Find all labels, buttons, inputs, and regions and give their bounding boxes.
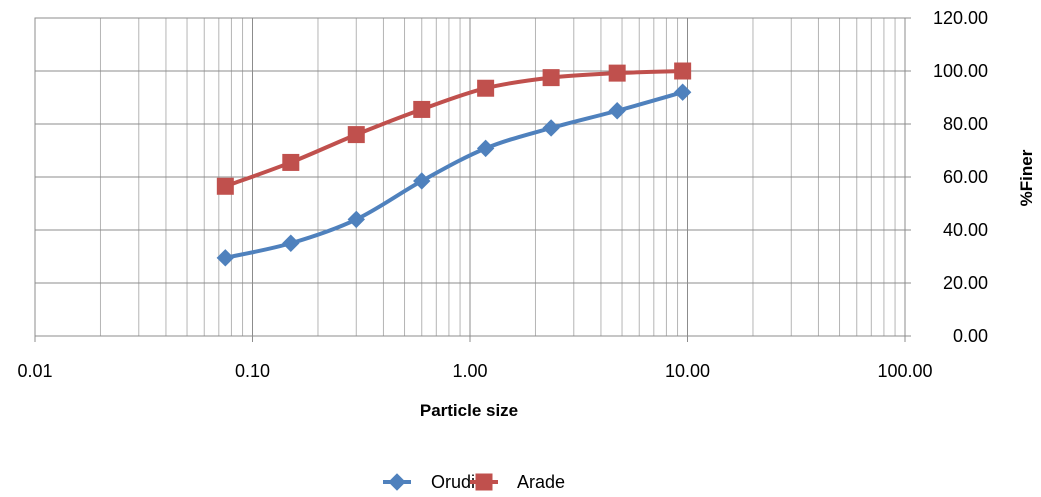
legend-label-orudi: Orudi (431, 472, 475, 492)
arade-data-point (347, 126, 365, 144)
arade-data-point (216, 177, 234, 195)
x-tick-label: 0.01 (17, 361, 52, 381)
y-tick-label: 40.00 (943, 220, 988, 240)
orudi-series (216, 83, 692, 267)
orudi-data-point (542, 119, 560, 137)
orudi-data-point (347, 210, 365, 229)
orudi-data-point (282, 234, 300, 252)
y-axis-title: %Finer (1017, 149, 1036, 206)
x-tick-label: 1.00 (452, 361, 487, 381)
plot-area-border (34, 17, 906, 337)
y-tick-label: 120.00 (933, 8, 988, 28)
arade-data-point (282, 153, 300, 171)
x-tick-labels: 0.01 0.10 1.00 10.00 100.00 (17, 361, 932, 381)
x-axis-title: Particle size (420, 401, 518, 420)
arade-series (216, 62, 692, 195)
y-tick-label: 60.00 (943, 167, 988, 187)
x-tick-label: 100.00 (877, 361, 932, 381)
legend-label-arade: Arade (517, 472, 565, 492)
arade-data-point (608, 64, 626, 82)
legend-item-orudi: Orudi (383, 472, 475, 492)
y-tick-labels: 0.00 20.00 40.00 60.00 80.00 100.00 120.00 (933, 8, 988, 346)
orudi-line (224, 90, 684, 260)
y-tick-label: 80.00 (943, 114, 988, 134)
legend-marker-arade (475, 473, 493, 491)
series-layer (216, 62, 692, 267)
y-tick-label: 100.00 (933, 61, 988, 81)
y-tick-label: 20.00 (943, 273, 988, 293)
arade-data-point (542, 69, 560, 87)
x-tick-label: 10.00 (665, 361, 710, 381)
arade-data-point (674, 62, 692, 80)
arade-data-point (477, 79, 495, 97)
legend-item-arade: Arade (470, 472, 565, 492)
orudi-data-point (413, 172, 431, 190)
legend: Orudi Arade (383, 472, 565, 492)
arade-data-point (413, 100, 431, 118)
legend-marker-orudi (388, 473, 406, 491)
orudi-data-point (608, 102, 626, 120)
orudi-data-point (216, 249, 235, 267)
plot-frame (34, 17, 906, 337)
y-tick-label: 0.00 (953, 326, 988, 346)
orudi-data-point (476, 139, 495, 158)
orudi-data-point (673, 83, 692, 101)
x-tick-label: 0.10 (235, 361, 270, 381)
